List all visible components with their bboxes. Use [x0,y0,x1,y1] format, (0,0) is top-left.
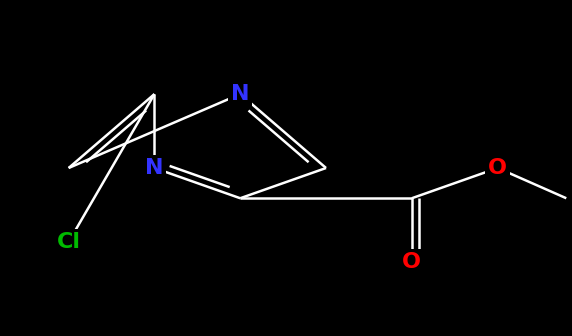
Text: O: O [488,158,507,178]
Text: N: N [145,158,164,178]
Text: Cl: Cl [57,232,81,252]
Text: O: O [402,252,422,272]
Text: N: N [231,84,249,104]
